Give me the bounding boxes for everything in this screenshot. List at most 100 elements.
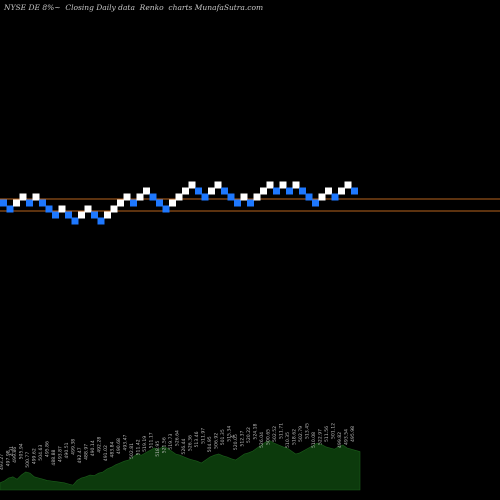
renko-brick-up bbox=[338, 187, 345, 195]
renko-brick-down bbox=[234, 199, 241, 207]
renko-brick-down bbox=[149, 193, 157, 201]
renko-brick-up bbox=[325, 187, 332, 195]
price-label: 524.18 bbox=[253, 423, 259, 439]
renko-brick-up bbox=[32, 193, 40, 201]
price-label: 499.86 bbox=[12, 447, 18, 463]
renko-brick-up bbox=[78, 211, 85, 219]
renko-brick-down bbox=[312, 199, 319, 207]
price-label: 488.88 bbox=[51, 449, 57, 465]
renko-brick-down bbox=[26, 199, 33, 207]
price-label: 493.54 bbox=[344, 429, 350, 445]
renko-brick-down bbox=[299, 187, 306, 195]
price-label: 497.98 bbox=[6, 450, 12, 466]
price-label: 492.47 bbox=[77, 447, 83, 463]
renko-brick-down bbox=[156, 199, 163, 207]
price-label: 519.73 bbox=[168, 434, 174, 450]
price-label: 501.35 bbox=[220, 429, 226, 445]
price-label: 520.05 bbox=[233, 434, 239, 450]
price-label: 495.86 bbox=[45, 441, 51, 457]
price-label: 513.45 bbox=[305, 423, 311, 439]
price-label: 493.27 bbox=[0, 454, 5, 470]
renko-brick-down bbox=[273, 187, 280, 195]
price-label: 499.38 bbox=[71, 439, 77, 455]
price-label: 518.95 bbox=[155, 441, 161, 457]
price-label: 502.79 bbox=[298, 426, 304, 442]
price-label: 522.97 bbox=[318, 429, 324, 445]
price-label: 526.44 bbox=[181, 438, 187, 454]
renko-brick-down bbox=[0, 199, 7, 207]
price-label: 493.47 bbox=[123, 434, 129, 450]
price-label: 490.68 bbox=[116, 438, 122, 454]
renko-brick-up bbox=[208, 187, 215, 195]
price-label: 502.81 bbox=[129, 443, 135, 459]
renko-brick-down bbox=[351, 187, 358, 195]
price-label: 526.04 bbox=[259, 432, 265, 448]
price-label: 490.14 bbox=[90, 440, 96, 456]
price-label: 505.94 bbox=[19, 443, 25, 459]
chart-title: NYSE DE 8%~ Closing Daily data Renko cha… bbox=[4, 3, 264, 12]
renko-brick-up bbox=[13, 199, 20, 207]
renko-brick-up bbox=[169, 199, 176, 207]
price-label: 511.17 bbox=[149, 432, 155, 448]
price-label: 518.62 bbox=[292, 429, 298, 445]
renko-brick-down bbox=[221, 187, 228, 195]
renko-brick-up bbox=[240, 193, 248, 201]
price-label: 493.87 bbox=[58, 446, 64, 462]
price-label: 492.28 bbox=[97, 437, 103, 453]
renko-brick-down bbox=[201, 193, 209, 201]
price-label: 506.92 bbox=[214, 433, 220, 449]
renko-brick-down bbox=[52, 211, 59, 219]
price-label: 500.65 bbox=[266, 429, 272, 445]
price-label: 490.51 bbox=[64, 442, 70, 458]
renko-brick-up bbox=[188, 181, 196, 189]
price-label: 483.84 bbox=[110, 441, 116, 457]
price-label: 495.98 bbox=[350, 426, 356, 442]
renko-brick-up bbox=[318, 193, 326, 201]
price-label: 511.97 bbox=[201, 428, 207, 444]
renko-brick-down bbox=[91, 211, 98, 219]
price-label: 513.46 bbox=[194, 431, 200, 447]
renko-brick-down bbox=[6, 205, 14, 213]
price-label: 510.35 bbox=[285, 432, 291, 448]
renko-brick-down bbox=[331, 193, 339, 201]
price-label: 491.02 bbox=[103, 445, 109, 461]
price-label: 511.71 bbox=[279, 423, 285, 439]
price-label: 526.36 bbox=[188, 435, 194, 451]
price-label: 502.52 bbox=[272, 426, 278, 442]
renko-brick-up bbox=[19, 193, 27, 201]
overlay-label: 4.31 bbox=[9, 446, 15, 456]
renko-brick-down bbox=[45, 205, 53, 213]
renko-brick-up bbox=[117, 199, 124, 207]
price-label: 515.34 bbox=[227, 426, 233, 442]
price-label: 510.08 bbox=[311, 432, 317, 448]
price-label: 511.42 bbox=[136, 439, 142, 455]
renko-brick-down bbox=[162, 205, 170, 213]
renko-brick-up bbox=[260, 187, 267, 195]
renko-brick-up bbox=[344, 181, 352, 189]
price-label: 500.77 bbox=[25, 452, 31, 468]
price-label: 519.19 bbox=[142, 436, 148, 452]
price-label: 499.62 bbox=[32, 448, 38, 464]
renko-brick-up bbox=[136, 193, 144, 201]
renko-brick-up bbox=[279, 181, 287, 189]
overlay-label: 4 bbox=[230, 435, 236, 438]
renko-brick-down bbox=[65, 211, 72, 219]
renko-brick-down bbox=[305, 193, 313, 201]
price-label: 488.97 bbox=[84, 444, 90, 460]
renko-brick-down bbox=[286, 187, 293, 195]
price-label: 526.64 bbox=[175, 430, 181, 446]
renko-brick-down bbox=[71, 217, 79, 225]
renko-brick-up bbox=[104, 211, 111, 219]
renko-brick-up bbox=[214, 181, 222, 189]
price-label: 504.63 bbox=[38, 445, 44, 461]
renko-brick-up bbox=[253, 193, 261, 201]
renko-brick-down bbox=[130, 199, 137, 207]
price-label: 504.95 bbox=[207, 436, 213, 452]
renko-brick-up bbox=[84, 205, 92, 213]
price-label: 521.56 bbox=[162, 437, 168, 453]
price-label: 511.56 bbox=[324, 426, 330, 442]
renko-brick-up bbox=[143, 187, 150, 195]
renko-brick-down bbox=[97, 217, 105, 225]
